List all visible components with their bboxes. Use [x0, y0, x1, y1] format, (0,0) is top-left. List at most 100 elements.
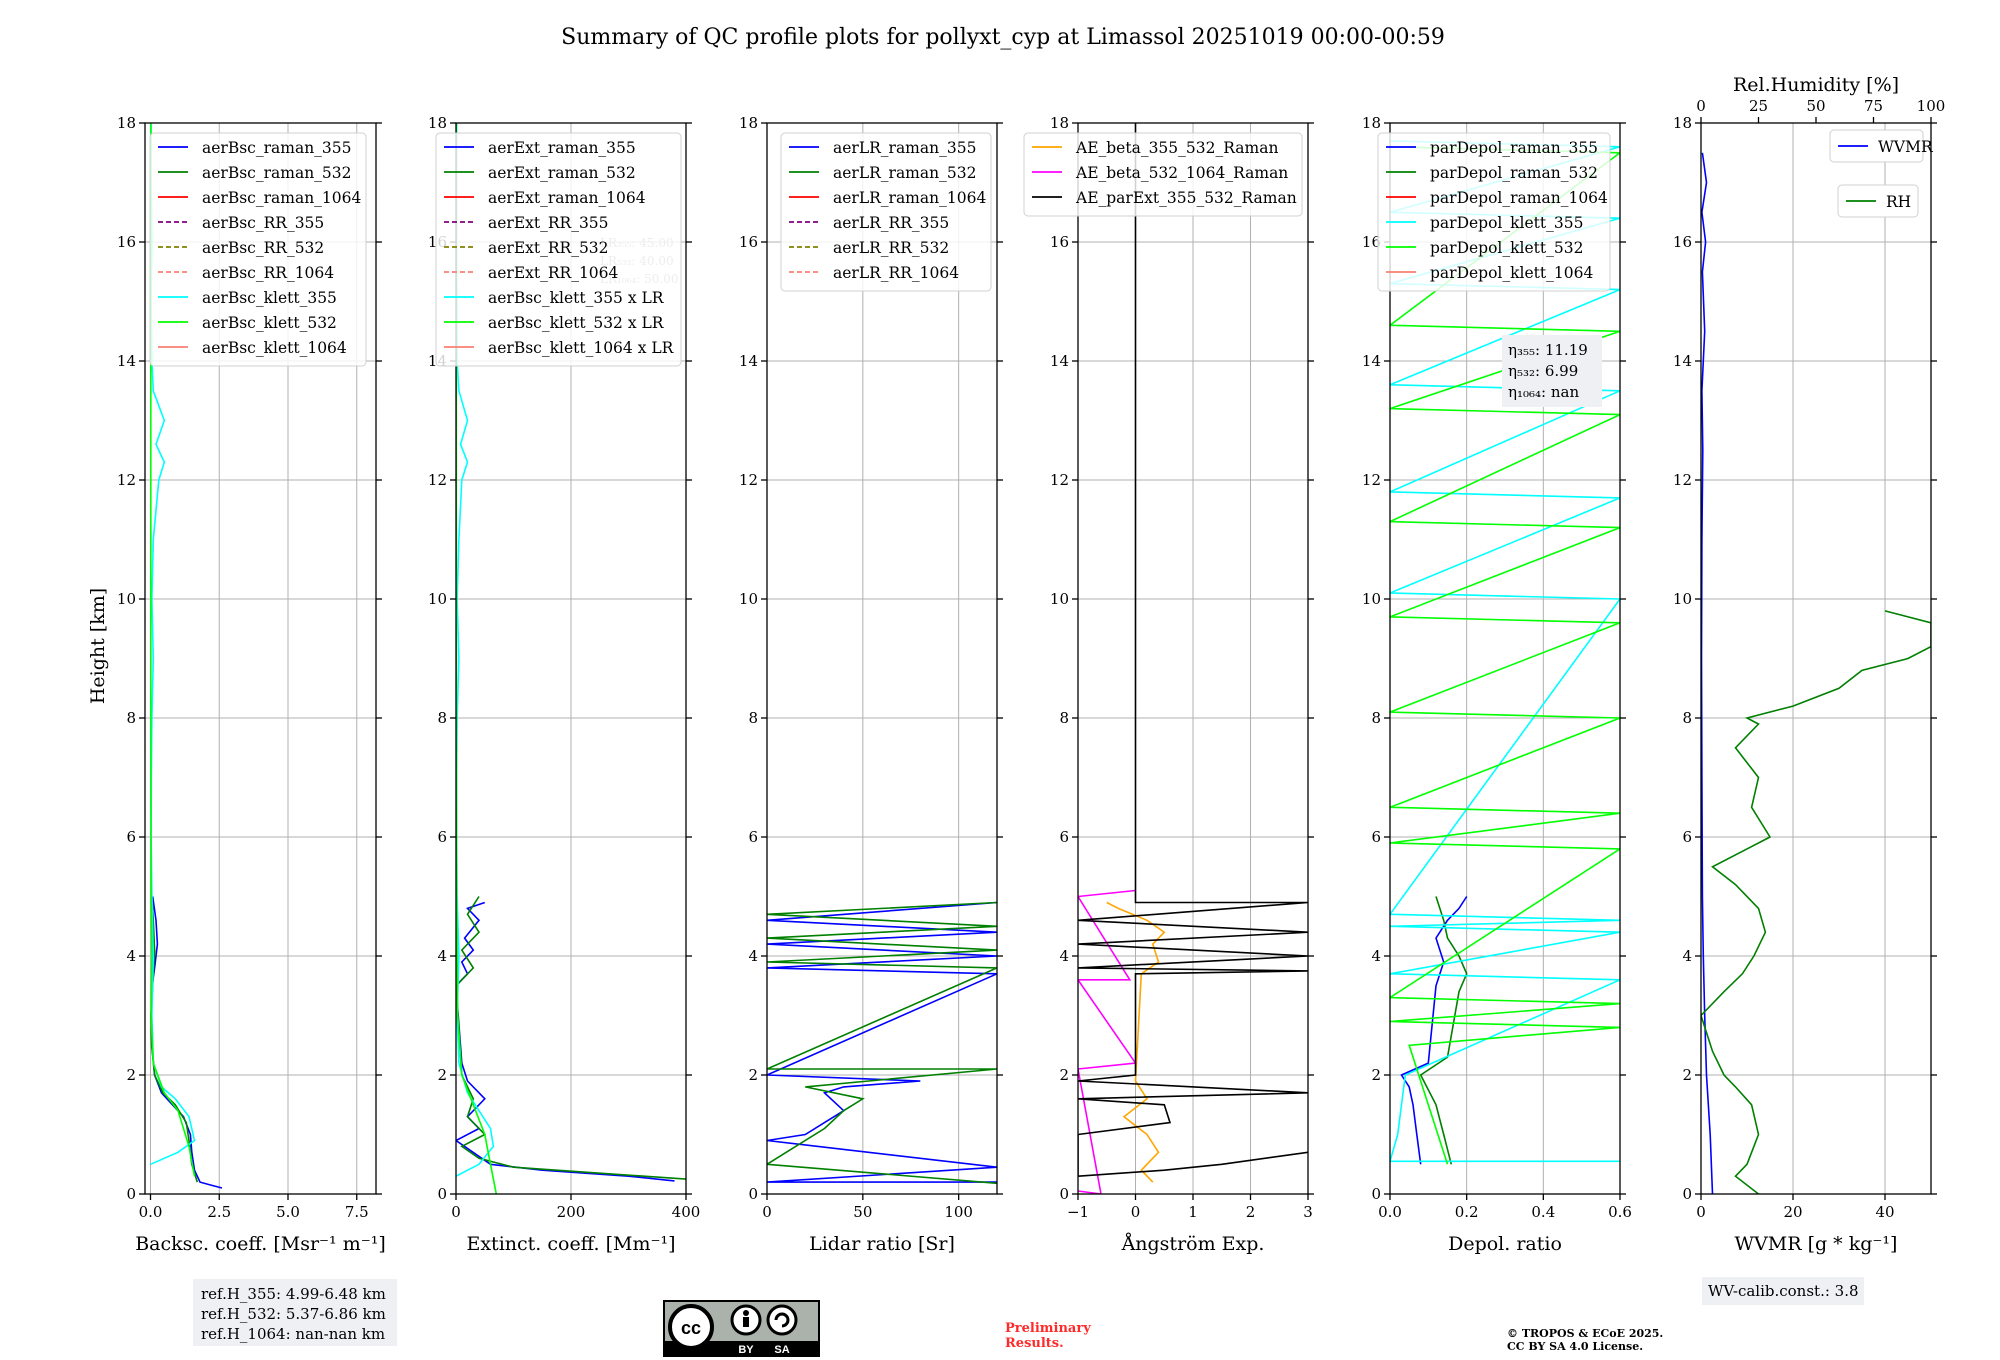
y-tick-label: 2 — [437, 1066, 447, 1084]
legend-entry: aerBsc_klett_1064 x LR — [488, 339, 675, 357]
wv-calibration-box: WV-calib.const.: 3.8 — [1702, 1277, 1864, 1305]
x-axis-label: WVMR [g * kg⁻¹] — [1735, 1233, 1898, 1255]
y-tick-label: 4 — [1682, 947, 1692, 965]
svg-text:© TROPOS & ECoE 2025.: © TROPOS & ECoE 2025. — [1507, 1327, 1663, 1340]
ref-height-1064: ref.H_1064: nan-nan km — [201, 1325, 385, 1343]
top-x-tick-label: 75 — [1864, 97, 1883, 115]
legend-entry: aerLR_raman_1064 — [833, 189, 986, 207]
top-x-tick-label: 100 — [1917, 97, 1946, 115]
legend-entry: RH — [1886, 193, 1911, 211]
legend-entry: aerBsc_klett_355 x LR — [488, 289, 665, 307]
svg-text:Results.: Results. — [1005, 1336, 1064, 1351]
y-tick-label: 8 — [1682, 709, 1692, 727]
x-tick-label: 1 — [1188, 1203, 1198, 1221]
series-group — [1390, 140, 1620, 1165]
legend-entry: AE_beta_532_1064_Raman — [1075, 164, 1288, 182]
x-tick-label: 100 — [944, 1203, 973, 1221]
legend: AE_beta_355_532_Raman AE_beta_532_1064_Ra… — [1023, 132, 1303, 217]
legend-entry: aerBsc_klett_532 x LR — [488, 314, 665, 332]
svg-text:CC BY SA 4.0 License.: CC BY SA 4.0 License. — [1507, 1340, 1643, 1353]
x-tick-label: 7.5 — [345, 1203, 369, 1221]
series-group — [1078, 123, 1308, 1194]
y-tick-label: 16 — [1050, 233, 1069, 251]
panel-depol: 0 2 4 6 8 10 12 14 16 18 0.0 0.2 0.4 0.6 Depol. ratio p… — [1362, 114, 1632, 1255]
svg-text:SA: SA — [774, 1344, 789, 1356]
y-tick-label: 6 — [748, 828, 758, 846]
y-tick-label: 4 — [126, 947, 136, 965]
legend-entry: aerLR_RR_532 — [833, 239, 949, 257]
legend-entry: aerBsc_raman_532 — [202, 164, 352, 182]
x-axis-label: Extinct. coeff. [Mm⁻¹] — [466, 1233, 675, 1255]
y-tick-label: 12 — [1362, 471, 1381, 489]
y-tick-label: 4 — [437, 947, 447, 965]
y-tick-label: 10 — [1362, 590, 1381, 608]
wv-calibration-constant: WV-calib.const.: 3.8 — [1708, 1282, 1859, 1300]
legend-entry: parDepol_klett_1064 — [1430, 264, 1593, 282]
y-tick-label: 0 — [1371, 1185, 1381, 1203]
y-tick-label: 6 — [1682, 828, 1692, 846]
x-tick-label: 3 — [1303, 1203, 1313, 1221]
series-line-aerBsc_klett_532 — [150, 123, 196, 1177]
legend-entry: aerLR_RR_1064 — [833, 264, 959, 282]
y-tick-label: 10 — [428, 590, 447, 608]
x-tick-label: 400 — [672, 1203, 701, 1221]
legend: aerExt_raman_355 aerExt_raman_532 aerExt_r… — [435, 132, 682, 367]
y-tick-label: 12 — [739, 471, 758, 489]
legend: aerLR_raman_355 aerLR_raman_532 aerLR_rama… — [780, 132, 992, 292]
cc-logo-icon — [668, 1304, 714, 1350]
y-tick-label: 18 — [428, 114, 447, 132]
legend-entry: parDepol_raman_532 — [1430, 164, 1598, 182]
axes-frame — [1389, 122, 1621, 1195]
series-line-aerLR_raman_355 — [767, 901, 997, 1183]
y-tick-label: 18 — [1050, 114, 1069, 132]
x-axis-label: Ångström Exp. — [1121, 1233, 1265, 1255]
y-tick-label: 16 — [1673, 233, 1692, 251]
y-tick-label: 2 — [748, 1066, 758, 1084]
y-tick-label: 16 — [117, 233, 136, 251]
y-tick-label: 18 — [117, 114, 136, 132]
series-line-aerExt_raman_355 — [456, 901, 675, 1182]
preliminary-results-label: Preliminary Results. — [1005, 1321, 1091, 1351]
legend-entry: aerExt_raman_1064 — [488, 189, 646, 207]
x-tick-label: 0.0 — [139, 1203, 163, 1221]
y-tick-label: 14 — [117, 352, 136, 370]
series-line-parDepol_raman_532 — [1419, 896, 1468, 1165]
legend-entry: aerBsc_RR_532 — [202, 239, 324, 257]
y-tick-label: 6 — [1371, 828, 1381, 846]
x-axis-label: Depol. ratio — [1448, 1233, 1562, 1255]
legend-entry: aerLR_raman_355 — [833, 139, 976, 157]
x-tick-label: 20 — [1783, 1203, 1802, 1221]
legend-entry: AE_parExt_355_532_Raman — [1075, 189, 1297, 207]
y-axis-label: Height [km] — [87, 588, 109, 704]
series-line-aerBsc_raman_355 — [150, 896, 223, 1189]
legend-entry: aerBsc_klett_532 — [202, 314, 337, 332]
y-tick-label: 6 — [126, 828, 136, 846]
y-tick-label: 6 — [1059, 828, 1069, 846]
top-x-axis-label: Rel.Humidity [%] — [1733, 74, 1899, 96]
y-tick-label: 12 — [1673, 471, 1692, 489]
legend: parDepol_raman_355 parDepol_raman_532 parD… — [1377, 132, 1611, 292]
eta-note: η₅₃₂: 6.99 — [1508, 362, 1578, 380]
y-tick-label: 8 — [1371, 709, 1381, 727]
y-tick-label: 12 — [1050, 471, 1069, 489]
y-tick-label: 2 — [1371, 1066, 1381, 1084]
legend-entry: aerBsc_raman_1064 — [202, 189, 362, 207]
legend-entry: parDepol_klett_532 — [1430, 239, 1583, 257]
y-tick-label: 10 — [1673, 590, 1692, 608]
series-line-AE_parExt_355_532_Raman — [1078, 123, 1308, 1178]
y-tick-label: 10 — [1050, 590, 1069, 608]
x-tick-label: 50 — [853, 1203, 872, 1221]
y-tick-label: 18 — [1362, 114, 1381, 132]
figure-title: Summary of QC profile plots for pollyxt_… — [561, 25, 1445, 50]
y-tick-label: 14 — [1362, 352, 1381, 370]
panel-ext: 0246810121416180200400Extinct. coeff. [M… — [428, 114, 700, 1255]
sa-sharealike-icon — [766, 1304, 798, 1336]
svg-text:cc: cc — [681, 1318, 701, 1338]
y-tick-label: 0 — [126, 1185, 136, 1203]
legend-entry: aerBsc_RR_355 — [202, 214, 324, 232]
axes-frame — [1700, 122, 1932, 1195]
x-tick-label: −1 — [1067, 1203, 1089, 1221]
x-tick-label: 5.0 — [276, 1203, 300, 1221]
